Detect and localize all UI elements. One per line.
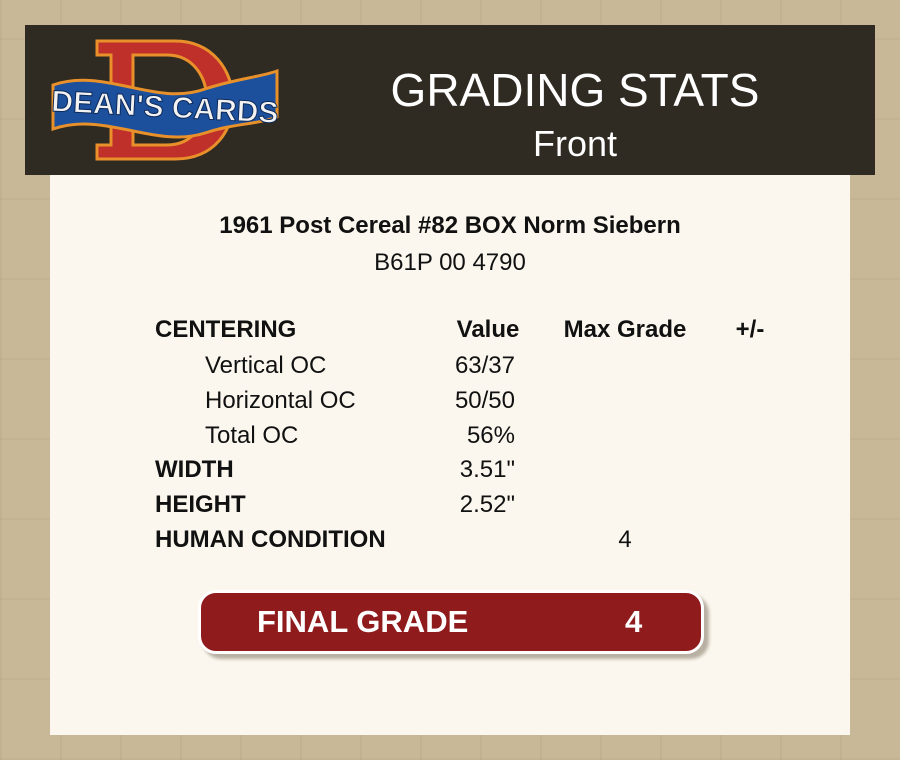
table-row: WIDTH 3.51"	[0, 456, 900, 486]
value-heading: Value	[456, 316, 520, 343]
row-label: Horizontal OC	[205, 387, 356, 414]
row-value: 56%	[466, 422, 515, 449]
final-grade-label: FINAL GRADE	[257, 604, 469, 639]
card-name: 1961 Post Cereal #82 BOX Norm Siebern	[219, 212, 681, 239]
row-value: 50/50	[454, 387, 515, 414]
final-grade-banner: FINAL GRADE 4	[198, 590, 704, 654]
row-value: 3.51"	[459, 456, 515, 483]
final-grade-value: 4	[625, 604, 643, 639]
plus-minus-heading: +/-	[735, 316, 765, 343]
row-label: Total OC	[205, 422, 299, 449]
page-title: GRADING STATS	[390, 64, 760, 116]
table-row: Horizontal OC 50/50	[0, 387, 900, 417]
row-value: 2.52"	[459, 491, 515, 518]
deans-cards-logo: DEAN'S CARDS	[50, 39, 280, 161]
row-label: HUMAN CONDITION	[155, 526, 386, 553]
table-row: HEIGHT 2.52"	[0, 491, 900, 521]
table-header: CENTERING Value Max Grade +/-	[0, 316, 900, 346]
centering-heading: CENTERING	[155, 316, 297, 343]
table-row: Total OC 56%	[0, 422, 900, 452]
row-value: 63/37	[454, 352, 515, 379]
max-grade-heading: Max Grade	[563, 316, 687, 343]
page-subtitle: Front	[532, 123, 618, 164]
table-row: Vertical OC 63/37	[0, 352, 900, 382]
row-label: HEIGHT	[155, 491, 246, 518]
table-row: HUMAN CONDITION 4	[0, 526, 900, 556]
header: DEAN'S CARDS GRADING STATS Front	[25, 25, 875, 175]
row-label: WIDTH	[155, 456, 234, 483]
row-label: Vertical OC	[205, 352, 327, 379]
row-max-grade: 4	[618, 526, 632, 553]
cert-number: B61P 00 4790	[374, 249, 526, 276]
